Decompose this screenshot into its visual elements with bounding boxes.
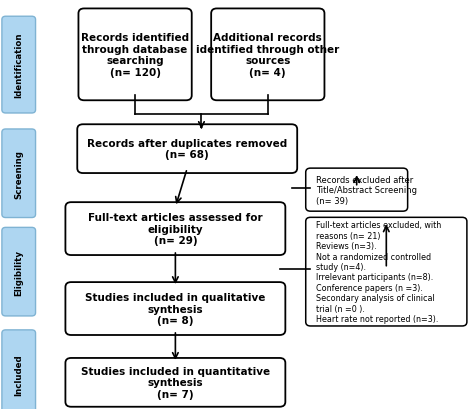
Text: Full-text articles assessed for
eligibility
(n= 29): Full-text articles assessed for eligibil… bbox=[88, 213, 263, 245]
FancyBboxPatch shape bbox=[77, 125, 297, 173]
Text: Identification: Identification bbox=[14, 33, 23, 98]
Text: Records identified
through database
searching
(n= 120): Records identified through database sear… bbox=[81, 33, 189, 78]
Text: Studies included in qualitative
synthesis
(n= 8): Studies included in qualitative synthesi… bbox=[85, 292, 265, 325]
FancyBboxPatch shape bbox=[65, 203, 285, 255]
FancyBboxPatch shape bbox=[211, 9, 324, 101]
FancyBboxPatch shape bbox=[2, 130, 36, 218]
Text: Screening: Screening bbox=[14, 149, 23, 198]
FancyBboxPatch shape bbox=[306, 169, 408, 212]
Text: Records excluded after
Title/Abstract Screening
(n= 39): Records excluded after Title/Abstract Sc… bbox=[316, 175, 417, 205]
FancyBboxPatch shape bbox=[306, 218, 467, 326]
Text: Included: Included bbox=[14, 353, 23, 395]
FancyBboxPatch shape bbox=[78, 9, 191, 101]
FancyBboxPatch shape bbox=[2, 228, 36, 316]
Text: Studies included in quantitative
synthesis
(n= 7): Studies included in quantitative synthes… bbox=[81, 366, 270, 399]
Text: Records after duplicates removed
(n= 68): Records after duplicates removed (n= 68) bbox=[87, 139, 287, 160]
FancyBboxPatch shape bbox=[2, 17, 36, 114]
Text: Eligibility: Eligibility bbox=[14, 249, 23, 295]
Text: Full-text articles excluded, with
reasons (n= 21)
Reviews (n=3).
Not a randomize: Full-text articles excluded, with reason… bbox=[316, 221, 441, 323]
FancyBboxPatch shape bbox=[65, 358, 285, 407]
Text: Additional records
identified through other
sources
(n= 4): Additional records identified through ot… bbox=[196, 33, 339, 78]
FancyBboxPatch shape bbox=[2, 330, 36, 409]
FancyBboxPatch shape bbox=[65, 282, 285, 335]
